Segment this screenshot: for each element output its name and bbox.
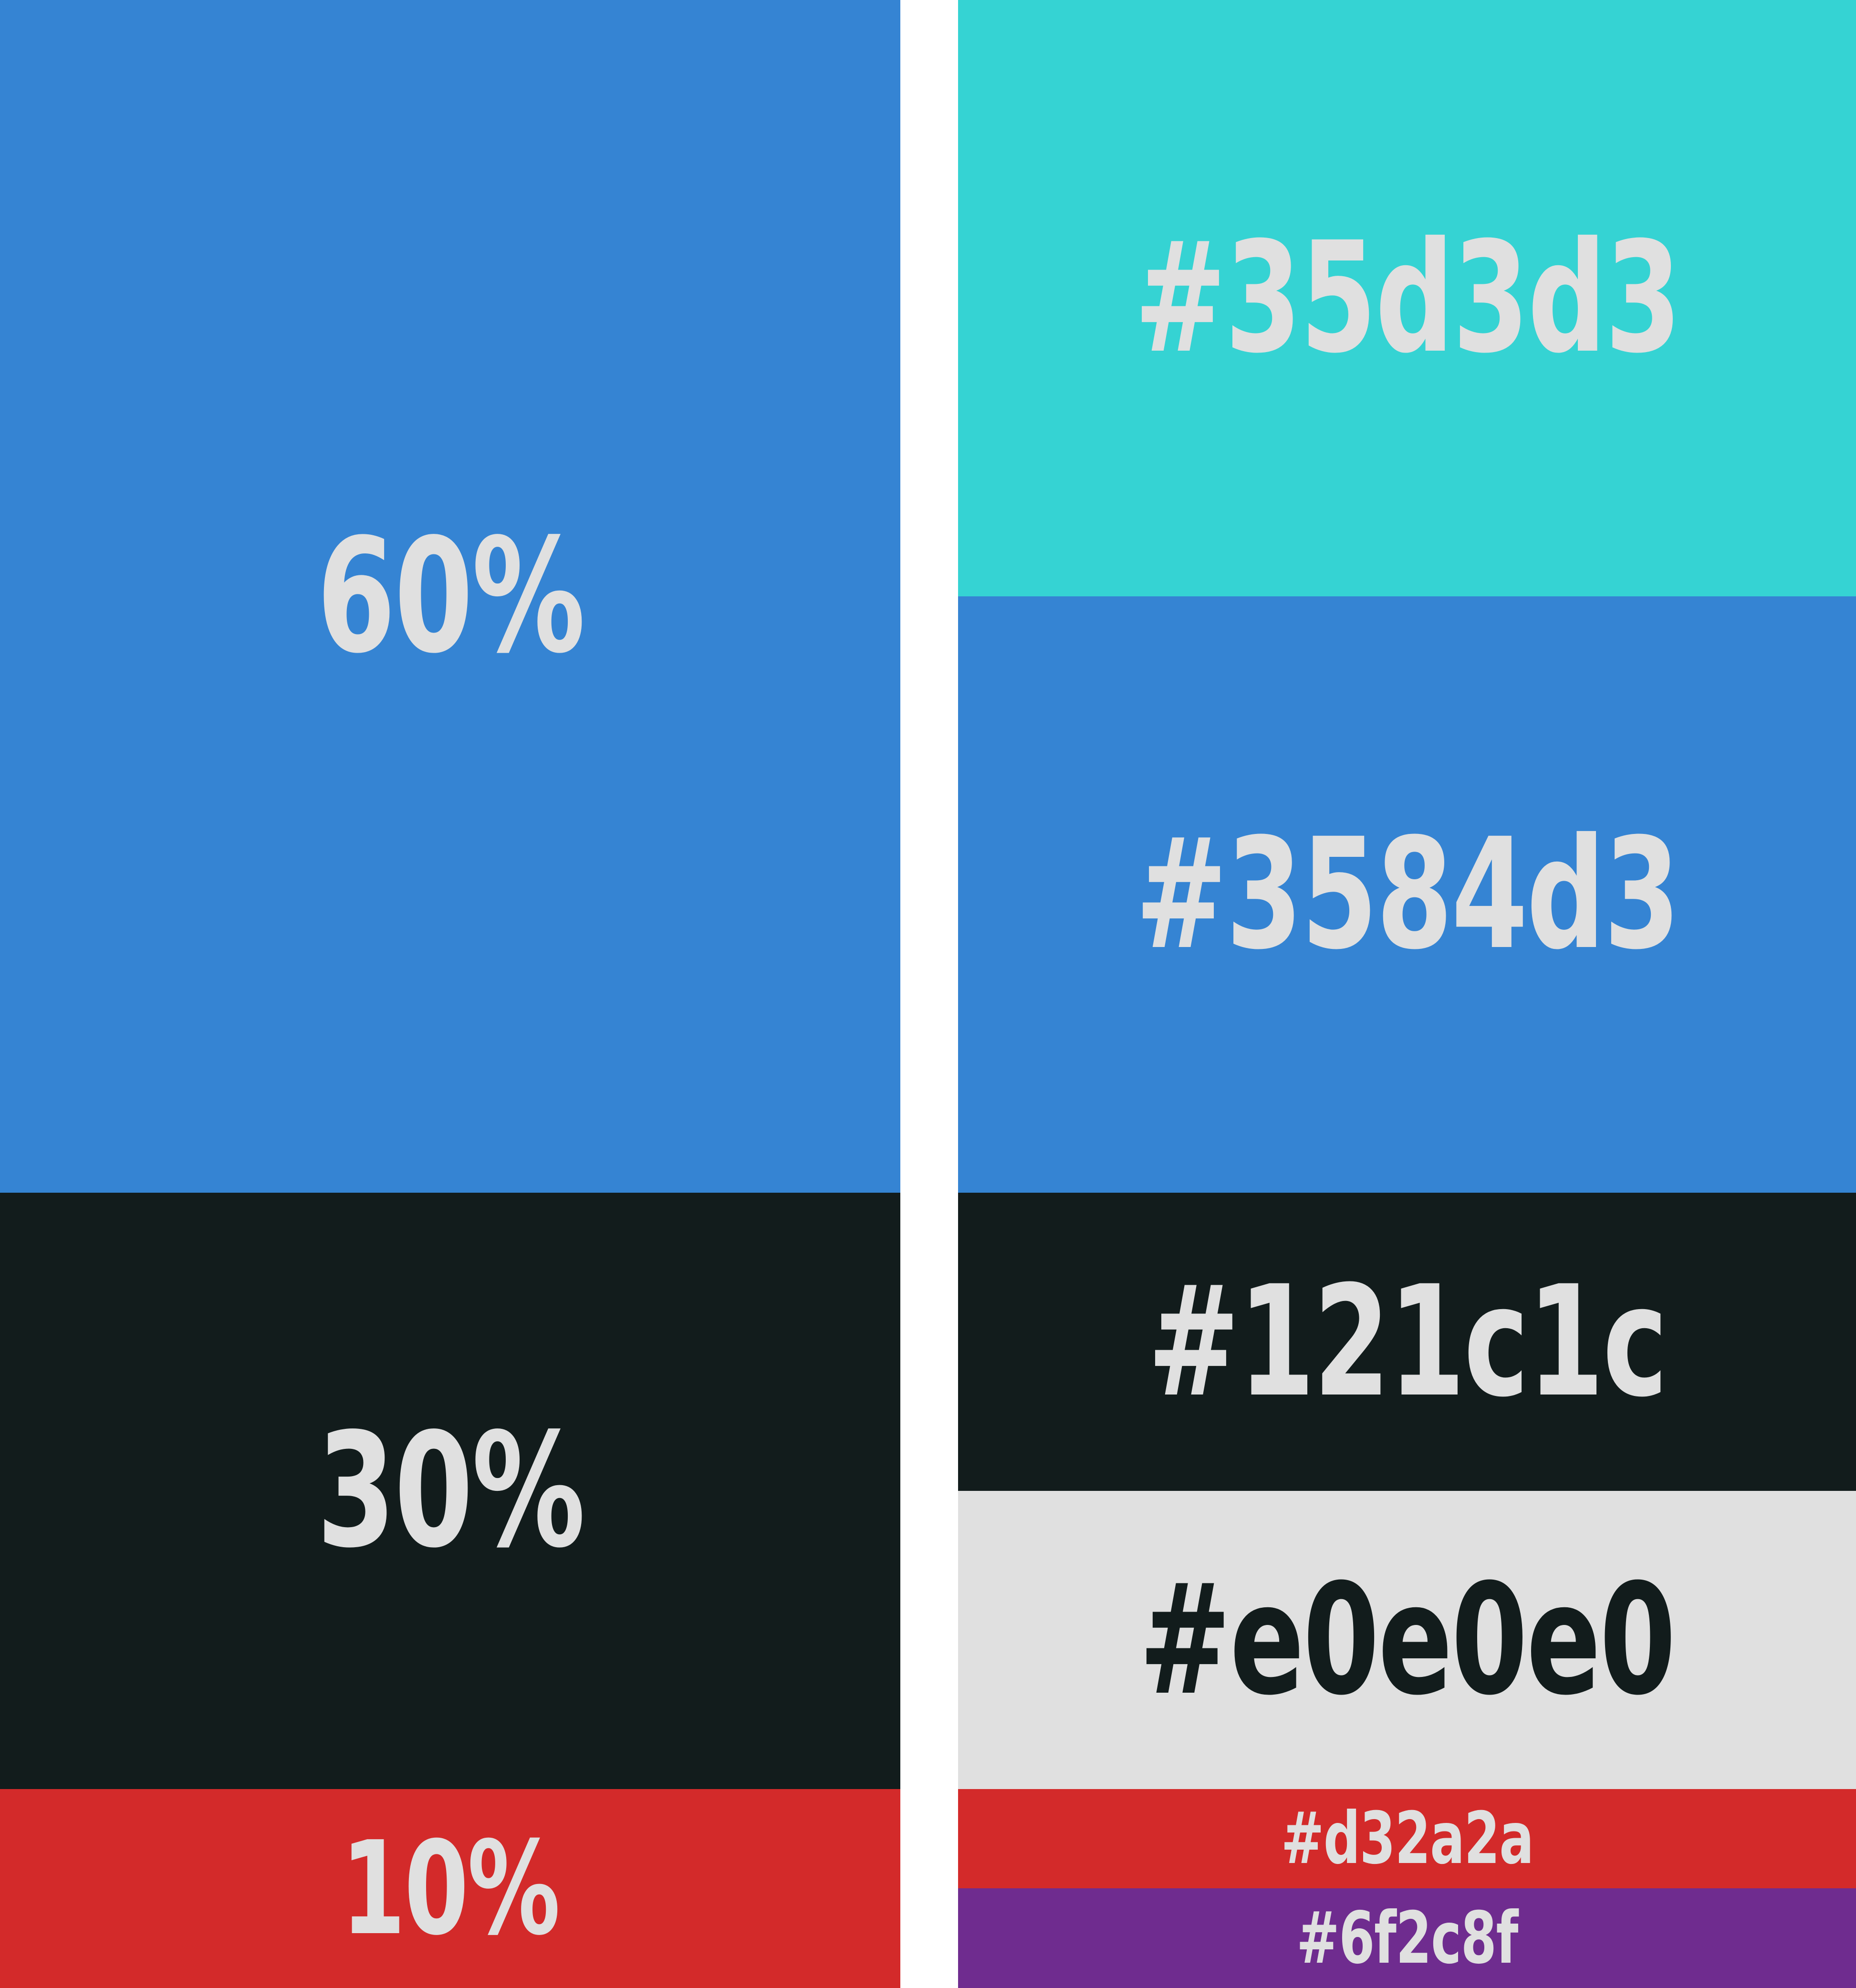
color-swatch-teal: #35d3d3 [958,0,1856,596]
swatch-hex-label: #121c1c [1147,1253,1668,1431]
ratio-label-accent: 10% [341,1813,561,1964]
color-swatch-blue: #3584d3 [958,596,1856,1193]
swatch-hex-label: #6f2c8f [1296,1896,1518,1980]
color-swatch-dark: #121c1c [958,1193,1856,1491]
ratio-block-accent: 10% [0,1789,900,1988]
ratio-label-primary: 60% [316,505,585,688]
swatch-hex-label: #d32a2a [1281,1797,1534,1880]
ratio-label-secondary: 30% [316,1399,585,1582]
swatch-hex-label: #35d3d3 [1134,209,1681,387]
color-swatch-purple: #6f2c8f [958,1888,1856,1988]
ratio-block-secondary: 30% [0,1193,900,1789]
color-swatch-light-gray: #e0e0e0 [958,1491,1856,1789]
swatch-hex-label: #e0e0e0 [1139,1551,1676,1729]
swatch-hex-label: #3584d3 [1135,806,1680,983]
ratio-block-primary: 60% [0,0,900,1193]
color-swatch-red: #d32a2a [958,1789,1856,1888]
